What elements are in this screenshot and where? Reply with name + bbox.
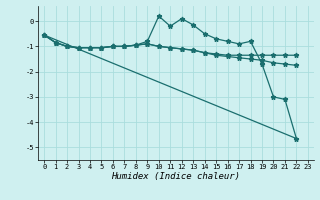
X-axis label: Humidex (Indice chaleur): Humidex (Indice chaleur) bbox=[111, 172, 241, 181]
